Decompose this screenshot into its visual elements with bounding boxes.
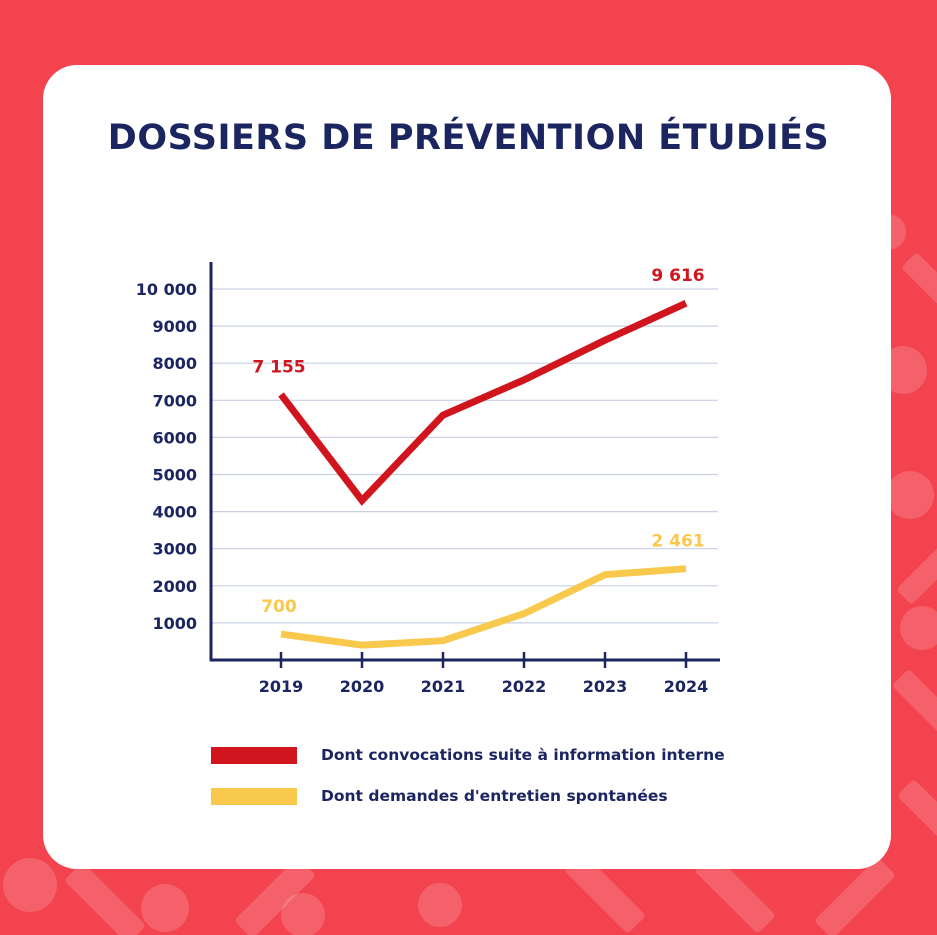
y-tick-label: 1000	[152, 614, 197, 633]
y-tick-label: 3000	[152, 540, 197, 559]
x-tick-label: 2022	[502, 677, 547, 696]
x-tick-label: 2023	[583, 677, 628, 696]
legend-label-convocations: Dont convocations suite à information in…	[321, 746, 725, 764]
series-lines	[278, 300, 688, 649]
y-tick-label: 6000	[152, 428, 197, 447]
x-tick-label: 2024	[664, 677, 709, 696]
legend-label-spontaneous: Dont demandes d'entretien spontanées	[321, 787, 668, 805]
data-label: 7 155	[252, 358, 305, 378]
y-tick-label: 4000	[152, 503, 197, 522]
legend-item-spontaneous: Dont demandes d'entretien spontanées	[211, 787, 668, 805]
y-tick-label: 7000	[152, 391, 197, 410]
grid-lines	[211, 288, 718, 624]
legend-swatch-red	[211, 746, 297, 764]
series-line-spontaneous	[280, 565, 687, 649]
data-label: 700	[261, 597, 297, 617]
y-tick-label: 10 000	[136, 280, 197, 299]
y-tick-label: 8000	[152, 354, 197, 373]
series-line-convocations	[278, 300, 688, 506]
y-tick-label: 5000	[152, 466, 197, 485]
y-tick-label: 2000	[152, 577, 197, 596]
x-tick-label: 2019	[259, 677, 304, 696]
y-axis-ticks: 1000 2000 3000 4000 5000 6000 7000 8000 9000 10 0…	[136, 280, 197, 633]
legend-item-convocations: Dont convocations suite à information in…	[211, 746, 725, 764]
x-axis-ticks: 2019 2020 2021 2022 2023 2024	[259, 652, 709, 696]
data-labels: 7 155 9 616 700 2 461	[252, 266, 704, 617]
legend-swatch-yellow	[211, 787, 297, 805]
data-label: 2 461	[651, 532, 704, 552]
x-tick-label: 2021	[421, 677, 466, 696]
chart-title: DOSSIERS DE PRÉVENTION ÉTUDIÉS	[107, 118, 830, 158]
data-label: 9 616	[651, 266, 704, 286]
x-tick-label: 2020	[340, 677, 385, 696]
chart-card	[43, 65, 891, 869]
y-tick-label: 9000	[152, 317, 197, 336]
